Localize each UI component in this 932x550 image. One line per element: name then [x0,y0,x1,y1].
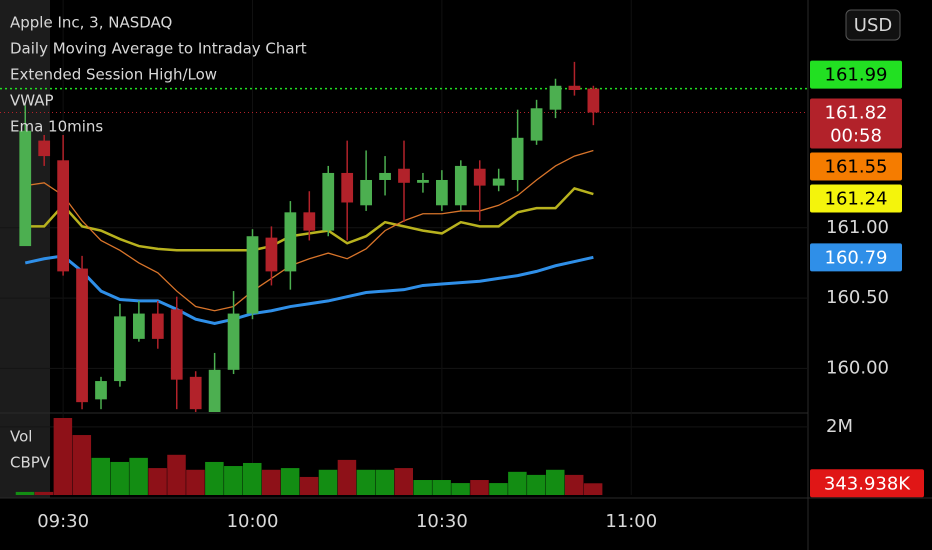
volume-bar [318,469,338,495]
volume-bar [432,480,451,495]
x-tick-label: 11:00 [605,511,657,532]
x-tick-label: 10:00 [227,511,279,532]
volume-bar [15,491,35,495]
candle-body [530,108,543,141]
volume-bar [34,491,54,495]
countdown-label: 00:58 [830,125,882,146]
volume-bar [508,471,527,495]
price-label-box [810,184,902,213]
candle-body [227,313,240,370]
volume-label: 343.938K [824,473,911,494]
volume-bar [91,457,110,495]
candle-body [284,212,297,272]
legend-entry: Daily Moving Average to Intraday Chart [10,40,307,58]
candle-body [189,376,202,410]
volume-bar [546,469,565,495]
legend-entry: CBPV [10,454,51,472]
candle-body [322,172,335,231]
volume-tick-label: 2M [826,416,853,437]
currency-button[interactable] [845,9,901,41]
volume-bar [167,454,186,495]
candle-body [95,381,107,400]
volume-bar [110,461,129,495]
volume-bar [224,466,243,495]
candle-body [473,168,486,186]
legend-entry: VWAP [10,92,54,110]
currency-label[interactable]: USD [854,15,892,36]
volume-bar [261,469,281,495]
y-tick-label: 160.50 [826,287,889,308]
overlay: Apple Inc, 3, NASDAQ Daily Moving Averag… [10,9,924,532]
volume-bar [148,468,167,495]
candle-body [265,237,278,272]
price-label: 161.55 [825,156,888,177]
plot-area [0,0,808,495]
candle-body [114,316,126,382]
volume-bar [451,483,470,495]
candle-body [587,88,600,113]
volume-bar [53,418,73,495]
candle-body [19,130,32,247]
candle-body [436,179,448,206]
volume-label-box [810,469,924,498]
candle-body [379,172,391,180]
volume-bar [356,469,376,495]
volume-bar [205,461,224,495]
volume-bar [489,483,508,495]
candle-body [568,85,581,90]
candle-body [303,212,316,231]
indicator-line [24,254,594,325]
legend-entry: Ema 10mins [10,118,103,136]
volume-bar [72,435,92,495]
volume-bar [527,474,546,495]
candle-body [417,179,429,183]
legend-entry: Extended Session High/Low [10,66,217,84]
extended-session-shade [0,0,50,498]
price-label: 161.82 [825,102,888,123]
volume-bar [299,476,319,495]
volume-bar [280,468,300,495]
volume-bar [470,480,489,495]
volume-bar [413,480,432,495]
candle-body [151,313,164,339]
price-label-box [810,243,902,272]
candle-body [511,137,524,180]
x-tick-label: 10:30 [416,511,468,532]
volume-bar [564,474,584,495]
volume-bar [186,469,205,495]
volume-bar [375,469,395,495]
candle-body [133,313,145,339]
volume-bar [243,462,262,495]
candle-body [341,172,354,203]
candle-body [492,178,505,186]
x-tick-label: 09:30 [37,511,89,532]
price-label: 160.79 [825,247,888,268]
price-label: 161.24 [825,188,888,209]
candle-body [38,140,51,157]
candle-body [549,85,562,110]
candle-body [76,268,88,403]
legend-entry: Vol [10,428,32,446]
price-label-box [810,152,902,181]
chart-title: Apple Inc, 3, NASDAQ [10,14,172,32]
y-tick-label: 161.00 [826,217,889,238]
candle-body [57,160,69,272]
indicator-line [25,149,594,312]
candle-body [208,369,221,412]
volume-bar [394,468,413,495]
candle-body [360,179,372,206]
price-label-box [810,98,902,149]
candle-body [246,236,259,314]
candle-body [398,168,410,183]
price-label: 161.99 [825,65,888,86]
y-tick-label: 160.00 [826,357,889,378]
volume-bar [129,457,148,495]
candle-body [454,165,467,206]
candle-body [170,309,183,380]
price-label-box [810,60,902,89]
volume-bar [583,483,603,495]
volume-bar [337,459,357,495]
